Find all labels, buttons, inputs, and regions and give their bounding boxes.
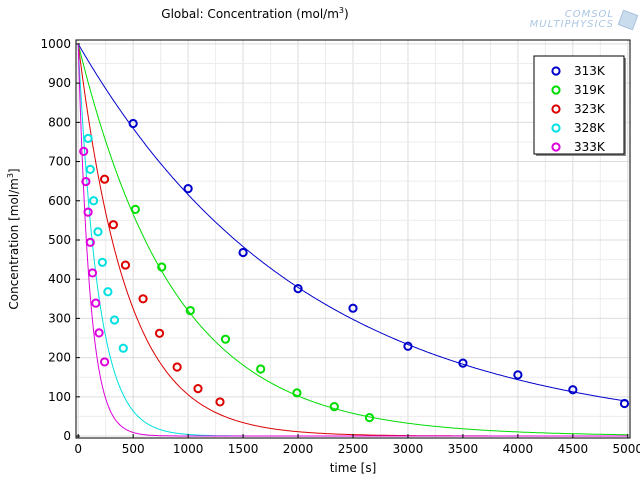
y-tick-label: 900 — [48, 76, 71, 90]
data-point-333K — [99, 357, 110, 367]
x-axis-label: time [s] — [330, 461, 377, 475]
y-tick-label: 500 — [48, 233, 71, 247]
data-point-323K — [215, 397, 225, 407]
data-point-319K — [185, 305, 195, 316]
data-point-328K — [109, 315, 120, 325]
x-tick-label: 500 — [122, 442, 145, 456]
data-point-313K — [238, 247, 248, 258]
legend-label-313K: 313K — [574, 64, 606, 78]
data-point-319K — [292, 388, 302, 398]
data-point-323K — [99, 174, 110, 184]
legend-label-333K: 333K — [574, 140, 606, 154]
y-tick-label: 600 — [48, 194, 71, 208]
data-point-319K — [364, 413, 375, 423]
y-axis-label-close: ] — [7, 168, 21, 173]
x-tick-label: 5000 — [613, 442, 640, 456]
data-point-323K — [193, 383, 203, 394]
data-point-319K — [157, 262, 167, 272]
data-point-313K — [183, 184, 193, 194]
data-point-328K — [83, 133, 93, 144]
data-point-333K — [85, 237, 95, 247]
plot-title-close: ) — [344, 7, 349, 21]
legend-label-319K: 319K — [574, 83, 606, 97]
comsol-logo: COMSOL MULTIPHYSICS — [529, 9, 639, 31]
data-point-313K — [348, 303, 358, 313]
y-axis-label: Concentration [mol/m3] — [6, 168, 21, 309]
data-point-333K — [94, 328, 104, 338]
y-axis-label-sup: 3 — [6, 173, 15, 178]
data-point-328K — [88, 196, 99, 206]
x-tick-label: 1500 — [228, 442, 259, 456]
data-point-323K — [120, 260, 131, 270]
axis-ticks: 0 500 1000 1500 2000 2500 3000 3500 4000 4500 5000… — [40, 37, 640, 456]
legend-box — [533, 55, 625, 155]
data-point-328K — [118, 343, 128, 353]
legend-marker-313K — [551, 66, 561, 76]
data-point-328K — [97, 257, 107, 267]
y-tick-label: 100 — [48, 390, 71, 404]
data-point-319K — [130, 204, 140, 214]
legend-marker-328K — [551, 123, 561, 133]
data-point-333K — [91, 298, 101, 308]
data-point-313K — [458, 358, 468, 368]
data-point-328K — [103, 287, 113, 297]
legend: 313K 319K 323K 328K 333K — [533, 55, 626, 156]
logo-line2: MULTIPHYSICS — [529, 19, 614, 30]
x-tick-label: 0 — [74, 442, 82, 456]
logo-line1: COMSOL — [564, 9, 614, 20]
x-tick-label: 3500 — [448, 442, 479, 456]
data-point-333K — [79, 146, 89, 156]
fit-line-313K — [77, 43, 628, 402]
data-point-313K — [128, 118, 138, 129]
data-points — [79, 118, 630, 423]
fit-line-319K — [77, 43, 628, 436]
data-point-319K — [329, 402, 339, 412]
plot-title-text: Global: Concentration (mol/m — [161, 7, 339, 21]
legend-marker-333K — [551, 142, 561, 152]
data-point-313K — [403, 341, 413, 351]
data-point-333K — [87, 268, 98, 278]
legend-marker-323K — [551, 104, 561, 114]
legend-label-323K: 323K — [574, 102, 606, 116]
data-point-319K — [220, 334, 231, 344]
y-tick-label: 0 — [63, 429, 71, 443]
x-tick-label: 4500 — [558, 442, 589, 456]
y-tick-label: 400 — [48, 272, 71, 286]
x-tick-label: 2000 — [283, 442, 314, 456]
data-point-319K — [256, 364, 266, 374]
data-point-333K — [83, 207, 93, 217]
x-tick-label: 3000 — [393, 442, 424, 456]
plot-title-sup: 3 — [338, 6, 345, 15]
y-tick-label: 300 — [48, 311, 71, 325]
data-point-333K — [81, 176, 91, 187]
legend-label-328K: 328K — [574, 121, 606, 135]
data-point-313K — [619, 398, 630, 409]
data-point-313K — [513, 370, 523, 380]
data-point-323K — [154, 328, 165, 338]
plot-title: Global: Concentration (mol/m3) — [0, 6, 510, 21]
data-point-313K — [293, 284, 303, 294]
y-tick-label: 700 — [48, 155, 71, 169]
x-tick-label: 4000 — [503, 442, 534, 456]
data-point-328K — [93, 227, 103, 237]
y-tick-label: 200 — [48, 351, 71, 365]
y-axis-label-text: Concentration [mol/m — [7, 178, 21, 309]
y-tick-label: 1000 — [40, 37, 71, 51]
data-point-323K — [172, 362, 182, 372]
x-tick-label: 1000 — [173, 442, 204, 456]
y-tick-label: 800 — [48, 115, 71, 129]
x-tick-label: 2500 — [338, 442, 369, 456]
data-point-328K — [85, 164, 95, 174]
data-point-323K — [138, 294, 148, 304]
legend-marker-319K — [551, 85, 561, 95]
data-point-313K — [568, 385, 578, 395]
data-point-323K — [108, 220, 118, 230]
